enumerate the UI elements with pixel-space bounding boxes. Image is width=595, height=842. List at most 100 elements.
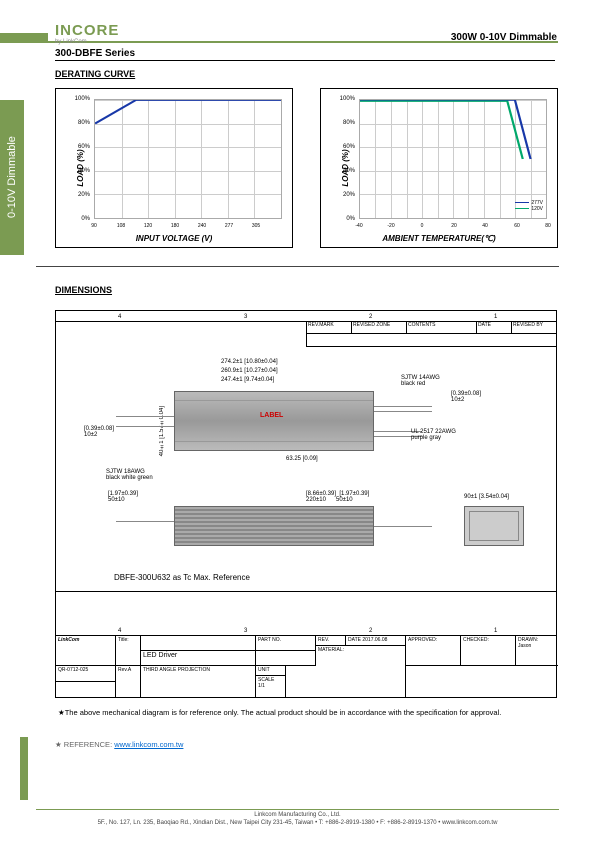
tb-product: LED Driver <box>141 651 256 666</box>
chart-input-voltage: LOAD (%) INPUT VOLTAGE (V) 100% 80% 60% … <box>55 88 293 248</box>
divider <box>36 266 559 267</box>
x-tick: 305 <box>252 223 260 229</box>
footer-company: Linkcom Manufacturing Co., Ltd. <box>0 812 595 820</box>
tb-partno: PART NO. <box>256 636 316 651</box>
x-tick: 108 <box>117 223 125 229</box>
tb-unit-cell <box>256 651 316 666</box>
logo-text: INCORE <box>55 22 119 39</box>
y-tick: 0% <box>81 216 90 222</box>
x-tick: 120 <box>144 223 152 229</box>
dim-top-1: 274.2±1 [10.80±0.04] <box>221 359 278 365</box>
col-3b: 3 <box>244 628 247 634</box>
wire-right1: SJTW 14AWG black red <box>401 375 440 387</box>
y-tick: 40% <box>343 168 355 174</box>
col-4: 4 <box>118 314 121 320</box>
dim-height: 40±1 [1.57±0.04] <box>159 406 165 456</box>
label-sticker: LABEL <box>260 412 283 419</box>
col-1b: 1 <box>494 628 497 634</box>
accent-bar-bottom <box>20 737 28 800</box>
col-3: 3 <box>244 314 247 320</box>
chart1-line <box>95 100 281 218</box>
dim-bottom-1: 63.25 [0.09] <box>286 456 318 462</box>
rev-zone: REVISED ZONE <box>352 321 407 334</box>
section-dimensions: DIMENSIONS <box>55 285 112 295</box>
x-tick: 0 <box>421 223 424 229</box>
y-tick: 100% <box>340 96 355 102</box>
tb-checked: CHECKED: <box>461 636 516 666</box>
dim-end: 90±1 [3.54±0.04] <box>464 494 509 500</box>
chart1-x-title: INPUT VOLTAGE (V) <box>136 234 213 243</box>
tb-rev: REV. <box>316 636 346 646</box>
disclaimer-note: ★The above mechanical diagram is for ref… <box>58 708 548 719</box>
dim-top-3: 247.4±1 [9.74±0.04] <box>221 377 274 383</box>
x-tick: 80 <box>545 223 551 229</box>
dim-side-1: [1.97±0.39]50±10 <box>108 491 138 503</box>
driver-top-view: LABEL <box>174 391 374 451</box>
tb-drawn: DRAWN:Jason <box>516 636 558 666</box>
y-tick: 60% <box>343 144 355 150</box>
footer-rule <box>36 809 559 811</box>
tb-scale: SCALE1/1 <box>256 676 286 698</box>
footer: Linkcom Manufacturing Co., Ltd. 5F., No.… <box>0 812 595 828</box>
dim-top-2: 260.9±1 [10.27±0.04] <box>221 368 278 374</box>
tb-title: Title: <box>116 636 141 666</box>
rev-contents: CONTENTS <box>407 321 477 334</box>
col-1: 1 <box>494 314 497 320</box>
rev-date: DATE <box>477 321 512 334</box>
x-tick: 180 <box>171 223 179 229</box>
rev-by: REVISED BY <box>512 321 557 334</box>
tb-brand: LinkCom <box>56 636 116 666</box>
y-tick: 80% <box>78 120 90 126</box>
logo: INCORE by LinkCom <box>55 22 119 45</box>
footer-address: 5F., No. 127, Ln. 235, Baoqiao Rd., Xind… <box>0 820 595 828</box>
y-tick: 40% <box>78 168 90 174</box>
tb-material: MATERIAL: <box>316 646 406 698</box>
x-tick: 277 <box>225 223 233 229</box>
x-tick: 40 <box>482 223 488 229</box>
accent-bar-top <box>0 33 48 43</box>
tb-unit: UNIT <box>256 666 286 676</box>
col-4b: 4 <box>118 628 121 634</box>
y-tick: 60% <box>78 144 90 150</box>
rev-mark: REV.MARK <box>307 321 352 334</box>
series-title: 300-DBFE Series <box>55 48 555 61</box>
tc-note: DBFE-300U632 as Tc Max. Reference <box>114 573 250 582</box>
tb-empty <box>141 636 256 651</box>
y-tick: 20% <box>343 192 355 198</box>
y-tick: 80% <box>343 120 355 126</box>
dim-wire-left-val: [0.39±0.08]10±2 <box>84 426 114 438</box>
reference-line: ★ REFERENCE: www.linkcom.com.tw <box>55 740 183 749</box>
title-block: LinkCom Title: LED Driver PART NO. REV. … <box>56 635 556 697</box>
x-tick: -40 <box>355 223 362 229</box>
product-header: 300W 0-10V Dimmable <box>451 32 557 43</box>
y-tick: 20% <box>78 192 90 198</box>
chart2-x-title: AMBIENT TEMPERATURE(℃) <box>382 234 495 243</box>
x-tick: 240 <box>198 223 206 229</box>
wire-left-label: SJTW 18AWG black white green <box>106 469 153 481</box>
reference-link[interactable]: www.linkcom.com.tw <box>114 740 183 749</box>
logo-subtitle: by LinkCom <box>55 39 119 45</box>
tb-date: DATE 2017.06.08 <box>346 636 406 646</box>
col-2b: 2 <box>369 628 372 634</box>
chart-ambient-temp: LOAD (%) AMBIENT TEMPERATURE(℃) 100% 80%… <box>320 88 558 248</box>
x-tick: 20 <box>451 223 457 229</box>
dim-side-2: [8.66±0.39] [1.97±0.39]220±10 50±10 <box>306 491 369 503</box>
x-tick: -20 <box>387 223 394 229</box>
mechanical-drawing: 4 3 2 1 REV.MARK REVISED ZONE CONTENTS D… <box>55 310 557 698</box>
driver-side-view <box>174 506 374 546</box>
driver-end-view <box>464 506 524 546</box>
y-tick: 0% <box>346 216 355 222</box>
tb-approved: APPROVED: <box>406 636 461 666</box>
chart2-legend: 277V 120V <box>515 200 543 212</box>
x-tick: 60 <box>514 223 520 229</box>
reference-label: ★ REFERENCE: <box>55 740 112 749</box>
wire-right2: UL 2517 22AWG purple gray <box>411 429 456 441</box>
col-2: 2 <box>369 314 372 320</box>
legend-120v: 120V <box>531 206 543 212</box>
tb-reva: Rev.A <box>116 666 141 698</box>
dim-wire-right: [0.39±0.08]10±2 <box>451 391 481 403</box>
side-tab: 0-10V Dimmable <box>0 100 24 255</box>
tb-proj: THIRD ANGLE PROJECTION <box>141 666 256 698</box>
section-derating: DERATING CURVE <box>55 69 135 79</box>
y-tick: 100% <box>75 96 90 102</box>
